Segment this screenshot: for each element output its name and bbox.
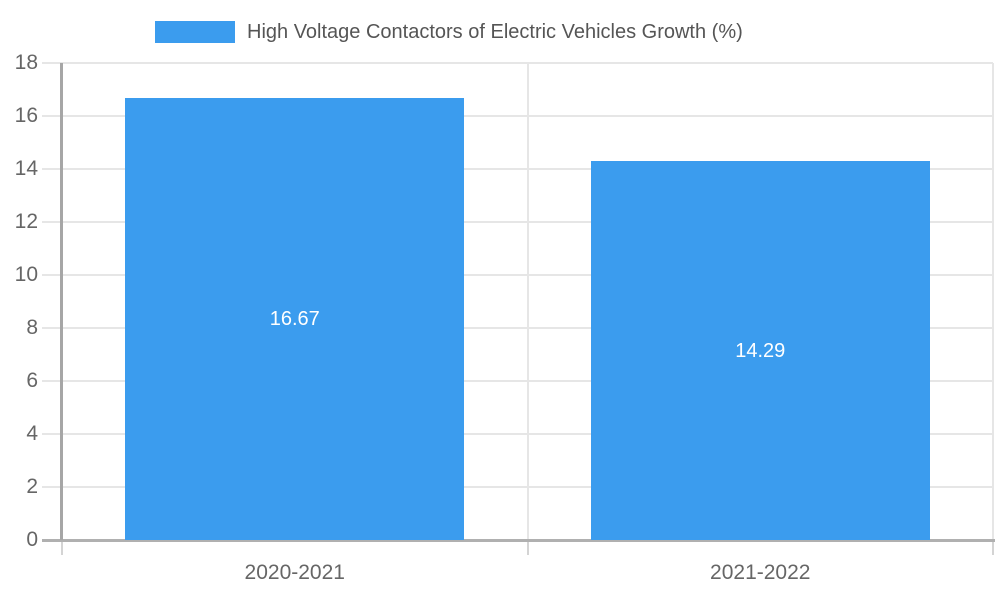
gridline-y-14: [42, 168, 993, 170]
x-axis-tick: [526, 542, 529, 555]
gridline-y-8: [42, 327, 993, 329]
legend-swatch: [155, 21, 235, 43]
gridline-y-18: [42, 62, 993, 64]
y-axis-tick-label: 10: [14, 263, 38, 286]
bar-value-label: 16.67: [269, 308, 320, 331]
legend-label: High Voltage Contactors of Electric Vehi…: [247, 20, 743, 43]
y-axis-tick-label: 6: [26, 369, 38, 392]
y-axis-tick-label: 8: [26, 316, 38, 339]
y-axis-tick-label: 14: [14, 157, 38, 180]
bar-2021-2022: [590, 161, 930, 540]
y-axis-tick-label: 4: [26, 422, 38, 445]
bar-value-label: 14.29: [735, 339, 786, 362]
gridline-y-6: [42, 380, 993, 382]
legend: High Voltage Contactors of Electric Vehi…: [155, 21, 743, 43]
x-axis-category-label: 2020-2021: [244, 561, 345, 584]
gridline-y-10: [42, 274, 993, 276]
gridline-y-4: [42, 433, 993, 435]
gridline-y-2: [42, 486, 993, 488]
gridline-y-12: [42, 221, 993, 223]
y-axis-tick-label: 18: [14, 51, 38, 74]
x-axis-tick: [992, 542, 994, 555]
gridline-x-boundary-1: [526, 63, 529, 540]
bar-2020-2021: [125, 98, 465, 540]
y-axis-tick-label: 16: [14, 104, 38, 127]
x-axis-category-label: 2021-2022: [710, 561, 811, 584]
y-axis-tick-label: 2: [26, 475, 38, 498]
x-axis-line: [42, 539, 995, 542]
y-axis-tick-label: 0: [26, 528, 38, 551]
gridline-x-boundary-2: [992, 63, 994, 540]
x-axis-tick: [61, 542, 63, 555]
y-axis-tick-label: 12: [14, 210, 38, 233]
y-axis-line: [60, 63, 63, 540]
gridline-y-16: [42, 115, 993, 117]
